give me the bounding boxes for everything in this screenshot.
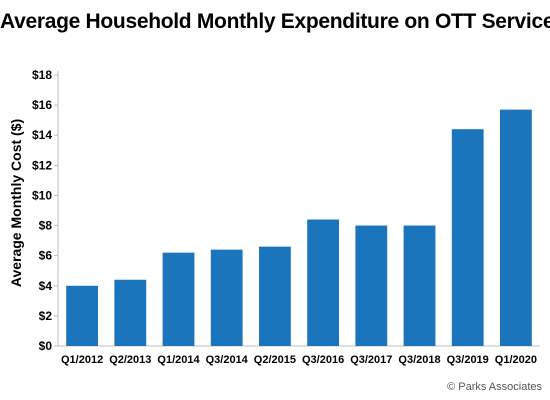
bar bbox=[403, 225, 436, 346]
x-tick-label: Q3/2019 bbox=[447, 354, 489, 366]
bar bbox=[451, 129, 484, 346]
y-tick-label: $14 bbox=[32, 128, 52, 142]
bar bbox=[355, 225, 388, 346]
bar bbox=[499, 109, 532, 346]
x-tick-label: Q3/2017 bbox=[350, 354, 392, 366]
chart-title: Average Household Monthly Expenditure on… bbox=[0, 10, 550, 33]
y-tick-label: $0 bbox=[39, 339, 53, 353]
bar bbox=[258, 246, 291, 346]
y-tick-label: $12 bbox=[32, 158, 52, 172]
y-tick-label: $8 bbox=[39, 219, 53, 233]
x-tick-label: Q3/2014 bbox=[206, 354, 249, 366]
bar bbox=[162, 252, 195, 346]
y-tick-label: $6 bbox=[39, 249, 53, 263]
x-tick-label: Q1/2014 bbox=[157, 354, 200, 366]
source-credit: © Parks Associates bbox=[447, 381, 542, 393]
x-tick-label: Q2/2015 bbox=[254, 354, 296, 366]
x-tick-label: Q3/2016 bbox=[302, 354, 344, 366]
bar bbox=[210, 249, 243, 346]
y-tick-label: $2 bbox=[39, 309, 53, 323]
x-tick-label: Q2/2013 bbox=[109, 354, 151, 366]
x-tick-label: Q3/2018 bbox=[398, 354, 440, 366]
bar bbox=[114, 279, 147, 346]
y-tick-label: $16 bbox=[32, 98, 52, 112]
y-tick-label: $10 bbox=[32, 188, 52, 202]
y-tick-label: $4 bbox=[39, 279, 53, 293]
bar bbox=[66, 285, 99, 346]
x-tick-label: Q1/2012 bbox=[61, 354, 103, 366]
y-tick-label: $18 bbox=[32, 68, 52, 82]
bar bbox=[307, 219, 340, 346]
x-tick-label: Q1/2020 bbox=[495, 354, 537, 366]
